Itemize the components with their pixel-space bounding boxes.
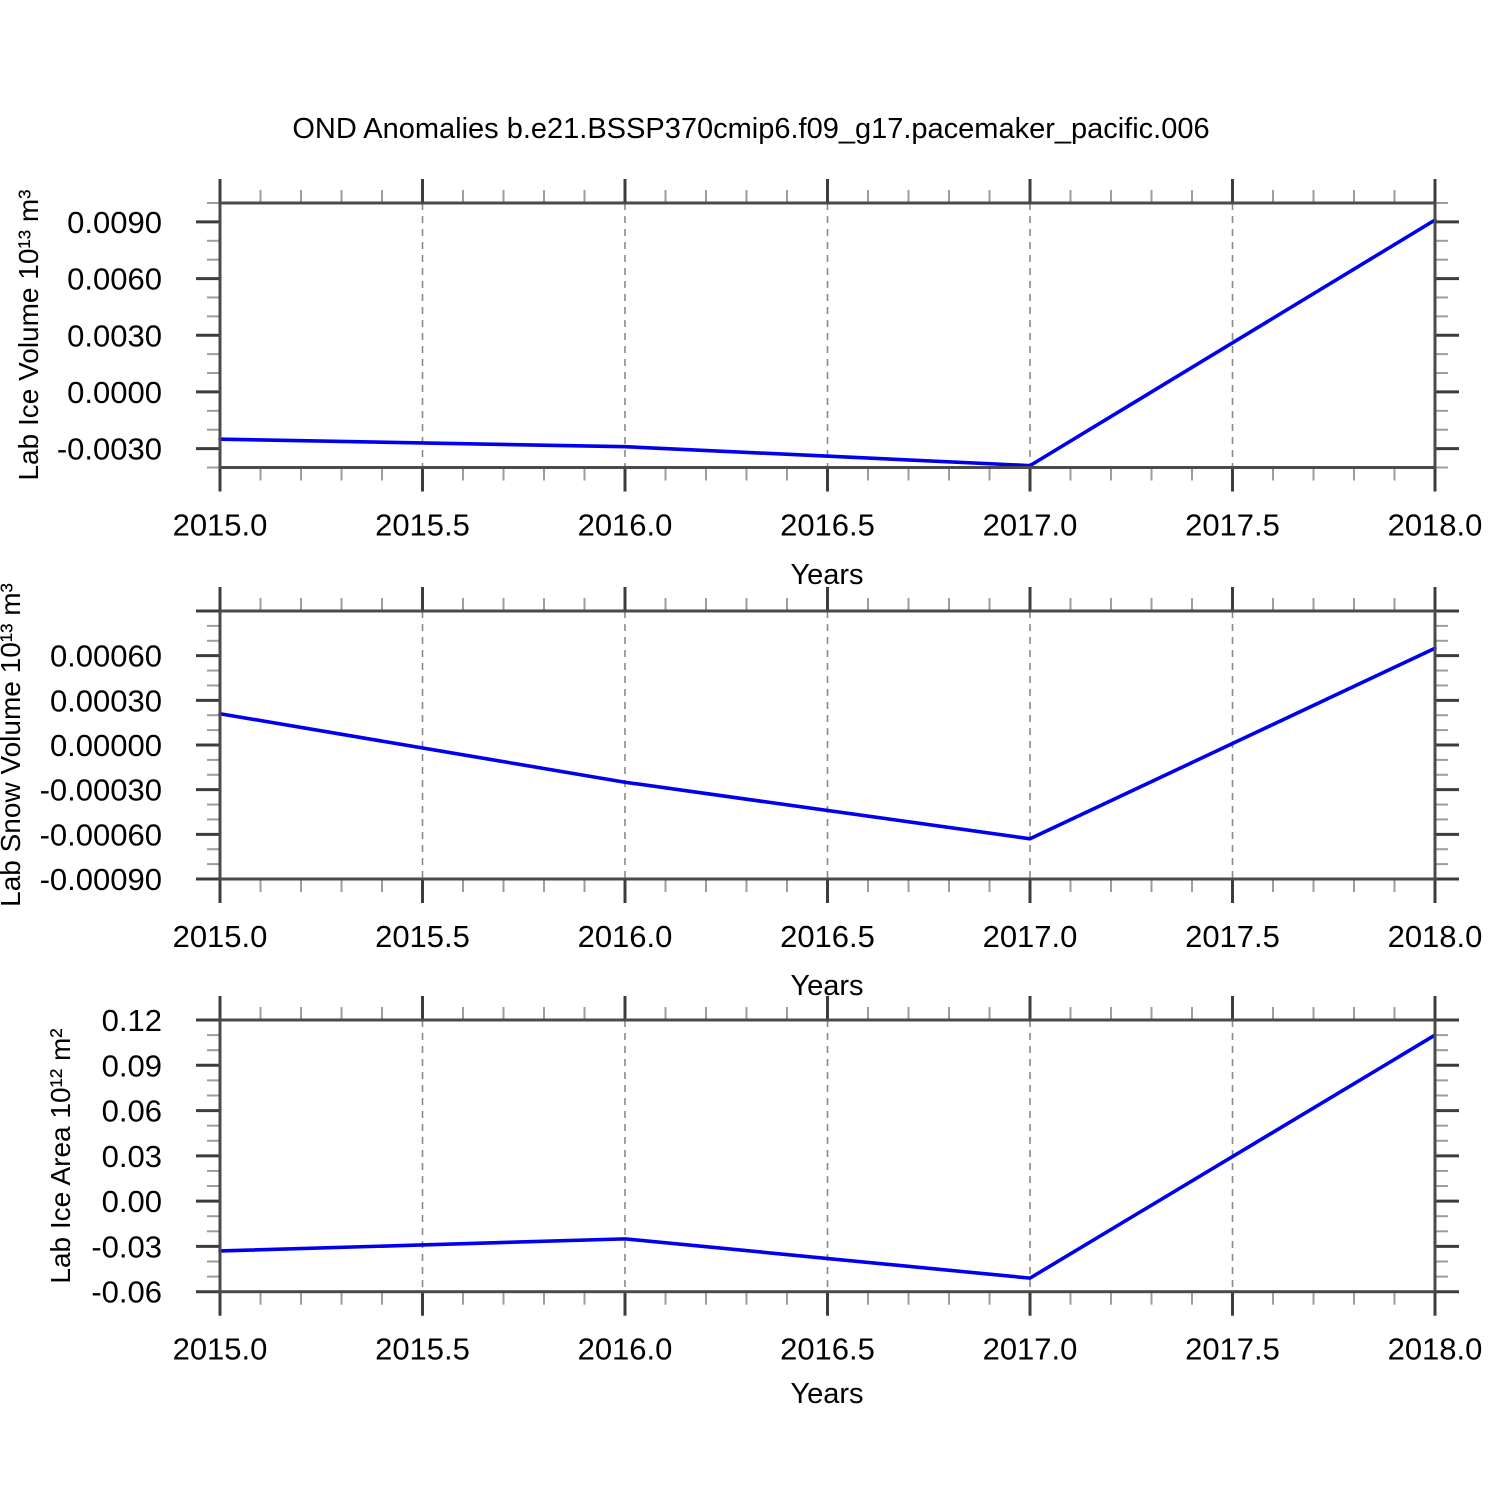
panel-1-x-tick-label: 2015.0 bbox=[173, 508, 268, 543]
panel-1-x-tick-label: 2018.0 bbox=[1388, 508, 1483, 543]
panel2-x-axis-title: Years bbox=[790, 970, 863, 1002]
chart-title: OND Anomalies b.e21.BSSP370cmip6.f09_g17… bbox=[292, 113, 1209, 145]
panel-1-y-tick-label: 0.0030 bbox=[67, 318, 162, 353]
panel-2-data-line bbox=[218, 646, 1437, 841]
panel-1-x-tick-label: 2015.5 bbox=[375, 508, 470, 543]
panels-layer: 2015.0 2015.5 2016.0 2016.5 2017.0 2017.5 2018… bbox=[40, 179, 1483, 1367]
panel-3-x-tick-label: 2017.5 bbox=[1185, 1332, 1280, 1367]
panel-2-y-tick-label: 0.00000 bbox=[50, 728, 162, 763]
panel-3-x-tick-label: 2016.0 bbox=[578, 1332, 673, 1367]
panel-2-y-tick-label: -0.00060 bbox=[40, 817, 162, 852]
panel-3-x-tick-label: 2015.5 bbox=[375, 1332, 470, 1367]
panel-1-y-tick-label: 0.0090 bbox=[67, 205, 162, 240]
panel-3-y-tick-label: 0.03 bbox=[102, 1139, 162, 1174]
panel-1-data-line bbox=[218, 218, 1437, 468]
panel-3: 2015.0 2015.5 2016.0 2016.5 2017.0 2017.5 2018… bbox=[91, 996, 1482, 1367]
panel-1-y-tick-label: -0.0030 bbox=[57, 432, 162, 467]
panel-3-y-tick-label: -0.03 bbox=[91, 1229, 162, 1264]
panel-2-y-tick-label: 0.00060 bbox=[50, 639, 162, 674]
panel-2-y-tick-label: -0.00090 bbox=[40, 862, 162, 897]
panel3-x-axis-title: Years bbox=[790, 1378, 863, 1410]
panel-2-plot-box bbox=[218, 609, 1437, 881]
panel-2-x-tick-label: 2015.5 bbox=[375, 919, 470, 954]
panel-2-y-tick-label: -0.00030 bbox=[40, 773, 162, 808]
panel-2-y-tick-label: 0.00030 bbox=[50, 683, 162, 718]
panel-3-y-tick-label: -0.06 bbox=[91, 1275, 162, 1310]
panel-3-x-tick-label: 2017.0 bbox=[983, 1332, 1078, 1367]
panel-3-x-tick-label: 2016.5 bbox=[780, 1332, 875, 1367]
panel-3-y-tick-label: 0.00 bbox=[102, 1184, 162, 1219]
panel-1-y-tick-label: 0.0000 bbox=[67, 375, 162, 410]
panel3-y-axis-title: Lab Ice Area 10¹² m² bbox=[45, 1028, 76, 1283]
panel-2-x-tick-label: 2017.5 bbox=[1185, 919, 1280, 954]
panel-3-x-tick-label: 2015.0 bbox=[173, 1332, 268, 1367]
panel2-y-axis-title: Lab Snow Volume 10¹³ m³ bbox=[0, 583, 26, 907]
panel-1-y-tick-label: 0.0060 bbox=[67, 262, 162, 297]
panel-2-x-tick-label: 2016.5 bbox=[780, 919, 875, 954]
panel-1-x-tick-label: 2017.0 bbox=[983, 508, 1078, 543]
panel-1-x-tick-label: 2016.0 bbox=[578, 508, 673, 543]
panel-1-x-tick-label: 2016.5 bbox=[780, 508, 875, 543]
panel-1-x-tick-label: 2017.5 bbox=[1185, 508, 1280, 543]
panel-2: 2015.0 2015.5 2016.0 2016.5 2017.0 2017.5 2018… bbox=[40, 587, 1483, 954]
panel1-y-axis-title: Lab Ice Volume 10¹³ m³ bbox=[13, 189, 44, 480]
panel-3-plot-box bbox=[218, 1018, 1437, 1294]
panel-2-x-tick-label: 2018.0 bbox=[1388, 919, 1483, 954]
panel-2-x-tick-label: 2015.0 bbox=[173, 919, 268, 954]
panel-2-x-tick-label: 2017.0 bbox=[983, 919, 1078, 954]
panel-1-plot-box bbox=[218, 201, 1437, 469]
panel-3-x-tick-label: 2018.0 bbox=[1388, 1332, 1483, 1367]
panel-3-data-line bbox=[218, 1033, 1437, 1280]
panel-3-y-tick-label: 0.06 bbox=[102, 1094, 162, 1129]
panel-2-x-tick-label: 2016.0 bbox=[578, 919, 673, 954]
panel-3-y-tick-label: 0.09 bbox=[102, 1048, 162, 1083]
panel-1: 2015.0 2015.5 2016.0 2016.5 2017.0 2017.5 2018… bbox=[57, 179, 1483, 543]
panel-3-y-tick-label: 0.12 bbox=[102, 1003, 162, 1038]
panel1-x-axis-title: Years bbox=[790, 559, 863, 591]
